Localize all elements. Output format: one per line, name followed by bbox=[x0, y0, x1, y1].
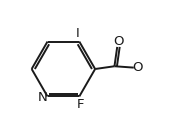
Text: O: O bbox=[133, 61, 143, 74]
Text: F: F bbox=[77, 98, 84, 111]
Text: N: N bbox=[38, 91, 48, 104]
Text: I: I bbox=[76, 27, 80, 40]
Text: O: O bbox=[113, 35, 124, 48]
